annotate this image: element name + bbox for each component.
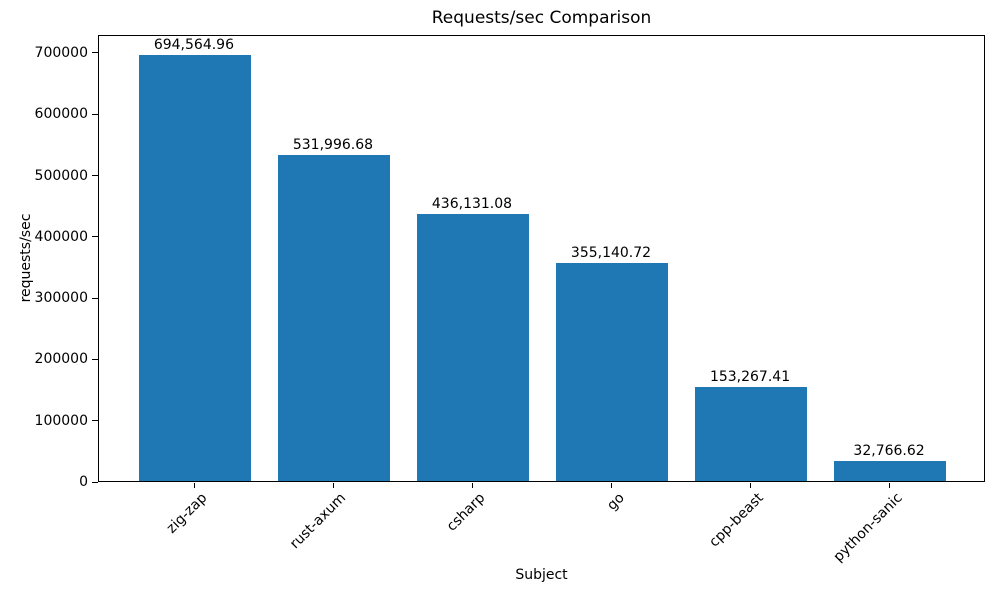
bar-value-label: 531,996.68 [292,136,374,153]
bar-value-label: 153,267.41 [709,369,791,386]
y-tick-label: 0 [79,474,88,490]
x-tick-mark [611,483,612,488]
y-axis-label: requests/sec [18,213,34,303]
y-tick-label: 400000 [34,228,88,245]
x-tick-label: python-sanic [830,490,906,566]
x-tick-label: csharp [443,490,489,535]
bar [417,213,529,481]
bar [834,460,946,481]
y-tick-label: 700000 [34,44,88,61]
y-tick-mark [92,113,98,115]
x-tick-label: cpp-beast [705,490,767,551]
y-tick-label: 600000 [34,106,88,123]
bar [139,55,251,481]
y-tick-label: 100000 [34,412,88,429]
y-tick-label: 300000 [34,290,88,307]
y-tick-mark [92,52,98,54]
y-tick-mark [92,297,98,299]
bar [278,154,390,481]
x-axis-label: Subject [515,567,568,583]
x-tick-label: zig-zap [163,490,211,537]
x-tick-label: rust-axum [287,490,350,553]
y-tick-label: 200000 [34,351,88,368]
x-tick-mark [471,483,473,488]
bar [695,387,807,481]
y-tick-mark [92,175,98,177]
bar-value-label: 436,131.08 [431,195,513,212]
chart-title: Requests/sec Comparison [431,8,652,28]
bar-value-label: 694,564.96 [153,37,235,54]
bar [556,263,668,481]
y-tick-mark [92,358,98,360]
x-tick-mark [750,483,752,488]
x-tick-mark [193,483,195,488]
y-tick-mark [92,236,98,238]
y-tick-mark [92,481,98,483]
y-tick-mark [92,420,98,422]
y-tick-label: 500000 [34,167,88,184]
x-tick-mark [889,483,891,488]
plot-area [98,35,985,482]
x-tick-mark [332,483,334,488]
bar-value-label: 32,766.62 [853,442,925,459]
bar-value-label: 355,140.72 [570,245,652,262]
x-tick-label: go [603,490,628,514]
